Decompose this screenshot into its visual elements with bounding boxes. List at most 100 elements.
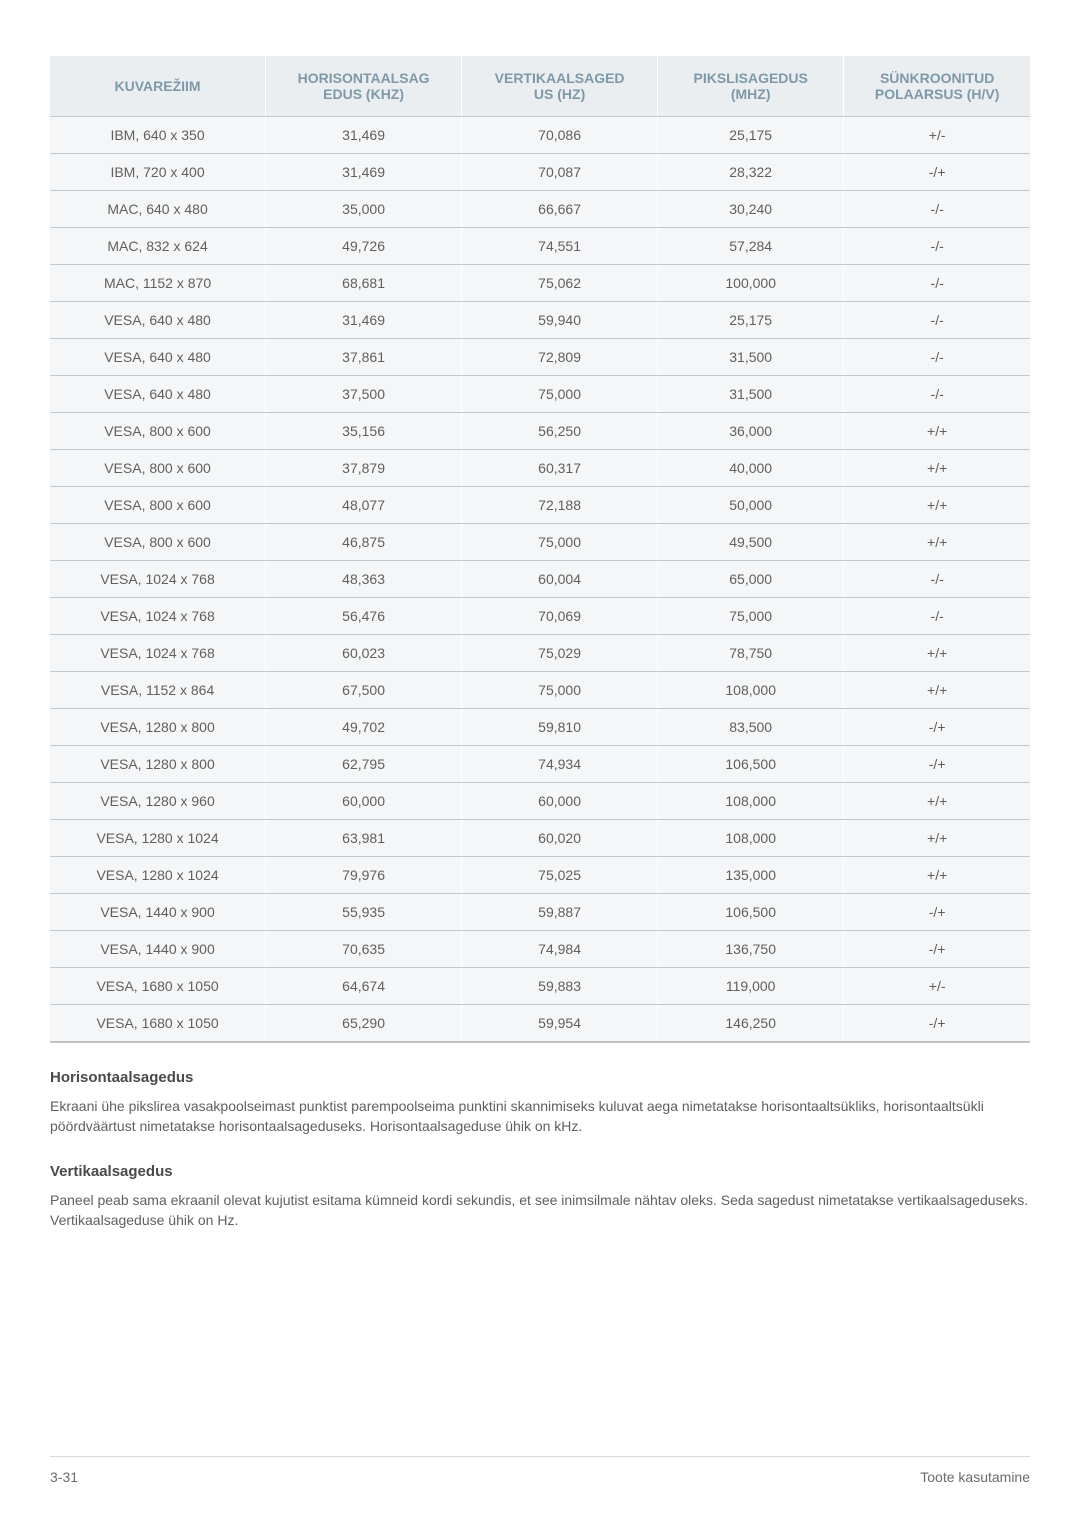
table-cell: 31,469 — [266, 154, 462, 191]
col-header-label: PIKSLISAGEDUS — [694, 70, 808, 86]
table-cell: 67,500 — [266, 672, 462, 709]
table-cell: +/+ — [844, 635, 1030, 672]
table-cell: 60,000 — [462, 783, 658, 820]
table-cell: -/+ — [844, 931, 1030, 968]
table-cell: +/- — [844, 117, 1030, 154]
table-cell: +/+ — [844, 820, 1030, 857]
section-body-vertical: Paneel peab sama ekraanil olevat kujutis… — [50, 1190, 1030, 1231]
col-header-label: EDUS (KHZ) — [323, 86, 404, 102]
table-cell: +/+ — [844, 487, 1030, 524]
table-row: VESA, 1152 x 86467,50075,000108,000+/+ — [50, 672, 1030, 709]
table-row: MAC, 832 x 62449,72674,55157,284-/- — [50, 228, 1030, 265]
table-cell: +/+ — [844, 450, 1030, 487]
table-cell: VESA, 1024 x 768 — [50, 635, 266, 672]
table-cell: 36,000 — [658, 413, 844, 450]
table-cell: +/+ — [844, 857, 1030, 894]
table-cell: 60,004 — [462, 561, 658, 598]
table-cell: 60,000 — [266, 783, 462, 820]
table-cell: 49,726 — [266, 228, 462, 265]
table-cell: 59,887 — [462, 894, 658, 931]
table-cell: 63,981 — [266, 820, 462, 857]
table-cell: VESA, 800 x 600 — [50, 413, 266, 450]
table-cell: -/- — [844, 302, 1030, 339]
table-cell: VESA, 800 x 600 — [50, 450, 266, 487]
table-cell: 49,702 — [266, 709, 462, 746]
table-cell: +/+ — [844, 672, 1030, 709]
col-header-hfreq: HORISONTAALSAG EDUS (KHZ) — [266, 56, 462, 117]
table-cell: 28,322 — [658, 154, 844, 191]
table-cell: 31,469 — [266, 302, 462, 339]
table-cell: VESA, 1024 x 768 — [50, 598, 266, 635]
col-header-label: KUVAREŽIIM — [115, 78, 201, 94]
table-cell: 55,935 — [266, 894, 462, 931]
table-cell: 60,023 — [266, 635, 462, 672]
table-row: MAC, 1152 x 87068,68175,062100,000-/- — [50, 265, 1030, 302]
table-cell: 136,750 — [658, 931, 844, 968]
table-cell: VESA, 640 x 480 — [50, 302, 266, 339]
table-cell: IBM, 640 x 350 — [50, 117, 266, 154]
table-cell: VESA, 640 x 480 — [50, 339, 266, 376]
table-cell: 74,984 — [462, 931, 658, 968]
table-row: IBM, 720 x 40031,46970,08728,322-/+ — [50, 154, 1030, 191]
col-header-pixclock: PIKSLISAGEDUS (MHZ) — [658, 56, 844, 117]
table-cell: VESA, 1280 x 960 — [50, 783, 266, 820]
table-cell: 62,795 — [266, 746, 462, 783]
table-cell: 75,062 — [462, 265, 658, 302]
table-row: VESA, 1024 x 76848,36360,00465,000-/- — [50, 561, 1030, 598]
table-cell: 119,000 — [658, 968, 844, 1005]
table-row: VESA, 1024 x 76860,02375,02978,750+/+ — [50, 635, 1030, 672]
table-cell: 75,000 — [658, 598, 844, 635]
table-cell: VESA, 1024 x 768 — [50, 561, 266, 598]
table-cell: 70,635 — [266, 931, 462, 968]
table-cell: VESA, 800 x 600 — [50, 524, 266, 561]
table-cell: 83,500 — [658, 709, 844, 746]
table-cell: 75,000 — [462, 524, 658, 561]
table-cell: 59,883 — [462, 968, 658, 1005]
table-cell: -/- — [844, 228, 1030, 265]
table-cell: VESA, 1280 x 1024 — [50, 820, 266, 857]
table-cell: 37,500 — [266, 376, 462, 413]
table-cell: 78,750 — [658, 635, 844, 672]
table-cell: -/- — [844, 339, 1030, 376]
table-cell: 66,667 — [462, 191, 658, 228]
table-cell: 60,020 — [462, 820, 658, 857]
table-cell: 31,500 — [658, 339, 844, 376]
table-cell: VESA, 1152 x 864 — [50, 672, 266, 709]
table-cell: 70,086 — [462, 117, 658, 154]
footer-page-number: 3-31 — [50, 1469, 78, 1485]
table-row: VESA, 1280 x 102463,98160,020108,000+/+ — [50, 820, 1030, 857]
table-row: VESA, 1280 x 96060,00060,000108,000+/+ — [50, 783, 1030, 820]
table-cell: VESA, 800 x 600 — [50, 487, 266, 524]
page: KUVAREŽIIM HORISONTAALSAG EDUS (KHZ) VER… — [0, 0, 1080, 1527]
table-cell: 48,363 — [266, 561, 462, 598]
table-cell: 25,175 — [658, 302, 844, 339]
table-row: VESA, 800 x 60048,07772,18850,000+/+ — [50, 487, 1030, 524]
table-cell: 35,156 — [266, 413, 462, 450]
table-cell: 37,861 — [266, 339, 462, 376]
table-cell: 146,250 — [658, 1005, 844, 1043]
table-cell: +/+ — [844, 783, 1030, 820]
table-cell: 59,954 — [462, 1005, 658, 1043]
table-cell: 50,000 — [658, 487, 844, 524]
table-cell: 40,000 — [658, 450, 844, 487]
table-cell: 75,000 — [462, 376, 658, 413]
table-cell: -/- — [844, 376, 1030, 413]
display-modes-table: KUVAREŽIIM HORISONTAALSAG EDUS (KHZ) VER… — [50, 56, 1030, 1043]
table-row: VESA, 1440 x 90070,63574,984136,750-/+ — [50, 931, 1030, 968]
table-row: VESA, 640 x 48037,50075,00031,500-/- — [50, 376, 1030, 413]
table-cell: 68,681 — [266, 265, 462, 302]
table-cell: 75,000 — [462, 672, 658, 709]
table-cell: -/- — [844, 191, 1030, 228]
table-row: VESA, 1280 x 102479,97675,025135,000+/+ — [50, 857, 1030, 894]
col-header-label: POLAARSUS (H/V) — [875, 86, 999, 102]
section-body-horizontal: Ekraani ühe pikslirea vasakpoolseimast p… — [50, 1096, 1030, 1137]
table-cell: 100,000 — [658, 265, 844, 302]
table-row: IBM, 640 x 35031,46970,08625,175+/- — [50, 117, 1030, 154]
table-cell: 25,175 — [658, 117, 844, 154]
table-cell: -/+ — [844, 746, 1030, 783]
page-footer: 3-31 Toote kasutamine — [50, 1456, 1030, 1485]
table-row: VESA, 1280 x 80049,70259,81083,500-/+ — [50, 709, 1030, 746]
table-cell: VESA, 1280 x 800 — [50, 746, 266, 783]
col-header-label: (MHZ) — [731, 86, 771, 102]
table-row: VESA, 640 x 48037,86172,80931,500-/- — [50, 339, 1030, 376]
